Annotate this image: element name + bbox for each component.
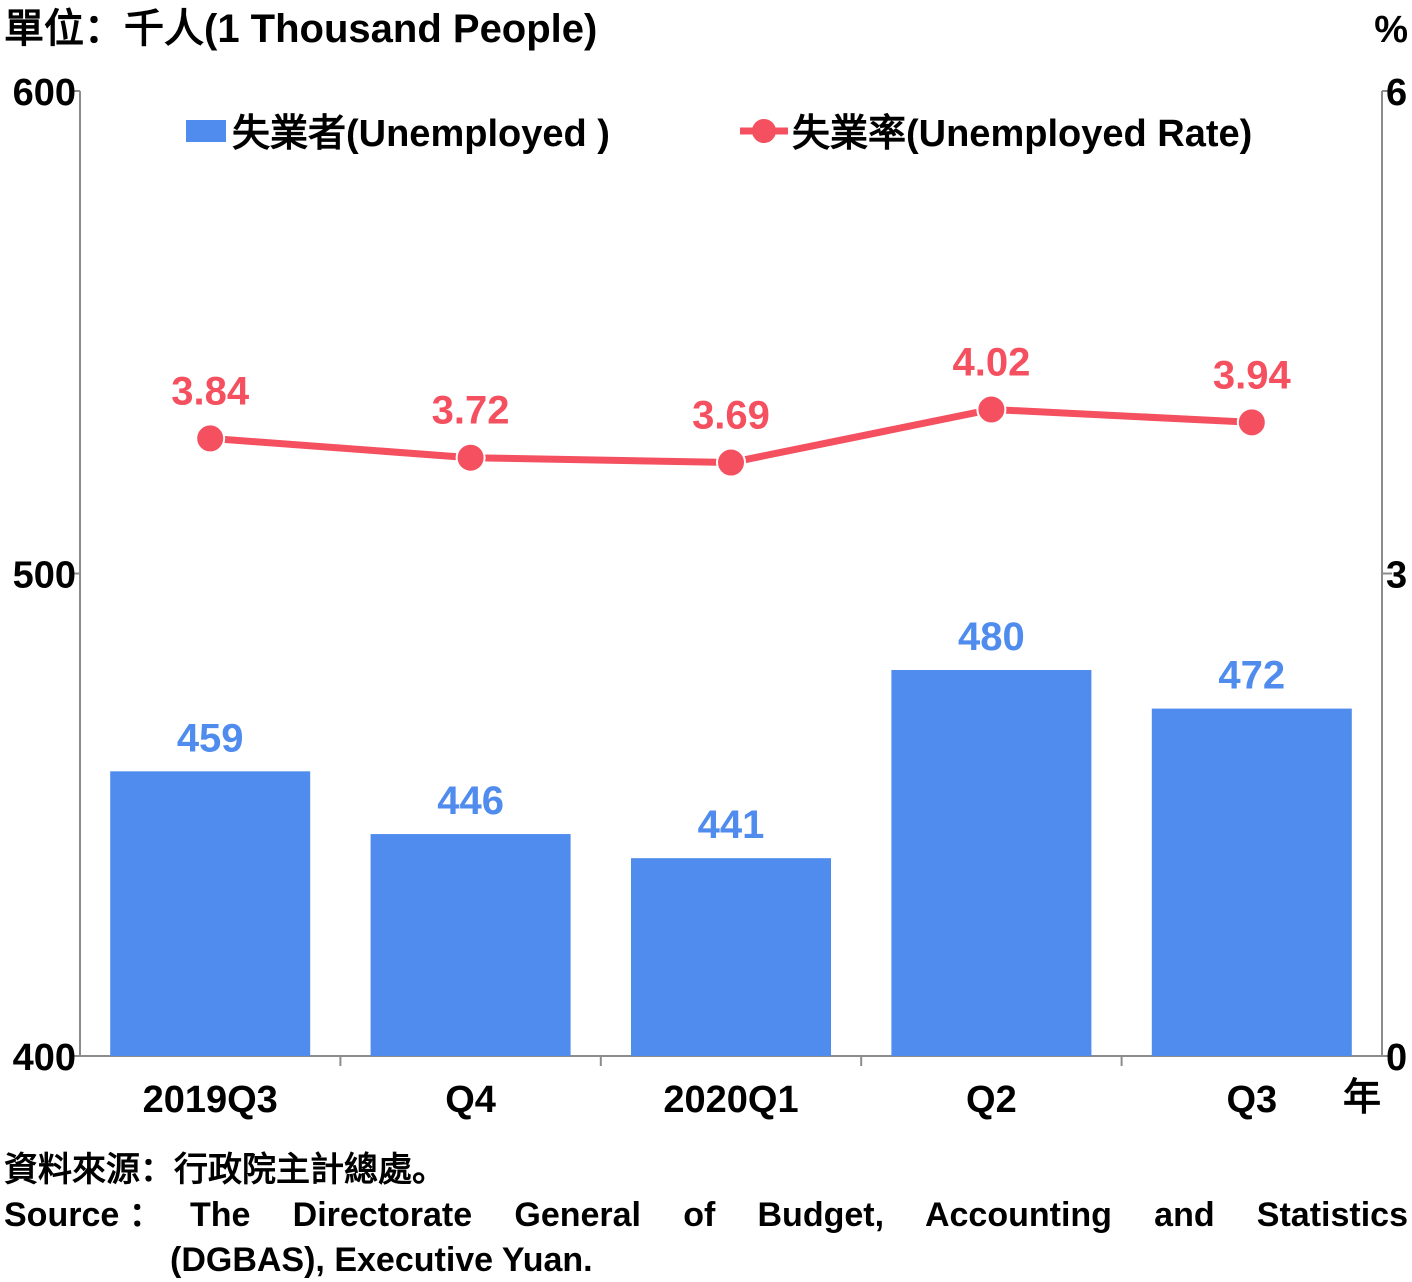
right-axis-title: %	[1374, 9, 1408, 51]
legend-bar-swatch	[186, 120, 226, 142]
right-tick-label: 0	[1386, 1037, 1407, 1079]
axes: 400 500 600 0 3 6 2019Q3 Q4 2020Q1 Q2 Q3 年	[13, 72, 1408, 1121]
bar-value-label: 480	[958, 615, 1025, 659]
x-tick-label: Q4	[445, 1079, 496, 1121]
x-tick-label: 2020Q1	[663, 1079, 798, 1121]
bar	[370, 834, 571, 1056]
bar-value-label: 446	[437, 779, 504, 823]
bar	[1151, 708, 1352, 1056]
source-english-line1: The Directorate General of Budget, Accou…	[190, 1196, 1408, 1234]
bar-value-label: 441	[698, 803, 765, 847]
right-tick-label: 6	[1386, 72, 1407, 114]
source-chinese: 資料來源：行政院主計總處。	[4, 1151, 446, 1189]
rate-point	[1236, 407, 1267, 438]
x-tick-label: 2019Q3	[143, 1079, 278, 1121]
rate-point	[716, 447, 746, 478]
bar	[110, 771, 311, 1056]
legend-line-label: 失業率(Unemployed Rate)	[792, 113, 1252, 155]
legend-line-marker	[752, 119, 776, 143]
rate-value-label: 3.84	[171, 369, 250, 413]
bar-series	[110, 670, 1352, 1056]
unemployment-chart: 400 500 600 0 3 6 2019Q3 Q4 2020Q1 Q2 Q3 年 459 446 44…	[4, 7, 1408, 1121]
source-english-prefix: Source ：	[4, 1196, 163, 1234]
x-tick-label: Q2	[966, 1079, 1017, 1121]
rate-value-label: 3.69	[692, 394, 770, 438]
rate-point	[455, 442, 486, 473]
left-tick-label: 400	[13, 1037, 76, 1079]
rate-value-label: 3.94	[1213, 353, 1292, 397]
line-series	[195, 394, 1267, 478]
rate-point	[976, 394, 1007, 425]
x-unit-label: 年	[1343, 1077, 1381, 1119]
rate-value-label: 3.72	[432, 389, 510, 433]
left-axis-title: 單位：千人(1 Thousand People)	[4, 7, 597, 51]
axis-titles: 單位：千人(1 Thousand People)%	[4, 7, 1408, 51]
bar	[891, 670, 1092, 1056]
x-tick-label: Q3	[1226, 1079, 1277, 1121]
rate-point	[195, 423, 226, 454]
bar-value-label: 459	[177, 716, 244, 760]
legend-bar-label: 失業者(Unemployed )	[232, 113, 610, 155]
legend: 失業者(Unemployed ) 失業率(Unemployed Rate)	[186, 113, 1252, 155]
bar	[631, 858, 831, 1056]
rate-value-label: 4.02	[952, 340, 1030, 384]
data-labels: 459 446 441 480 472 3.84 3.72 3.69 4.02 3.94	[171, 340, 1291, 847]
bar-value-label: 472	[1218, 654, 1285, 698]
left-tick-label: 500	[13, 555, 76, 597]
right-tick-label: 3	[1386, 555, 1407, 597]
source-english-line2: (DGBAS), Executive Yuan.	[170, 1241, 593, 1279]
left-tick-label: 600	[13, 72, 76, 114]
